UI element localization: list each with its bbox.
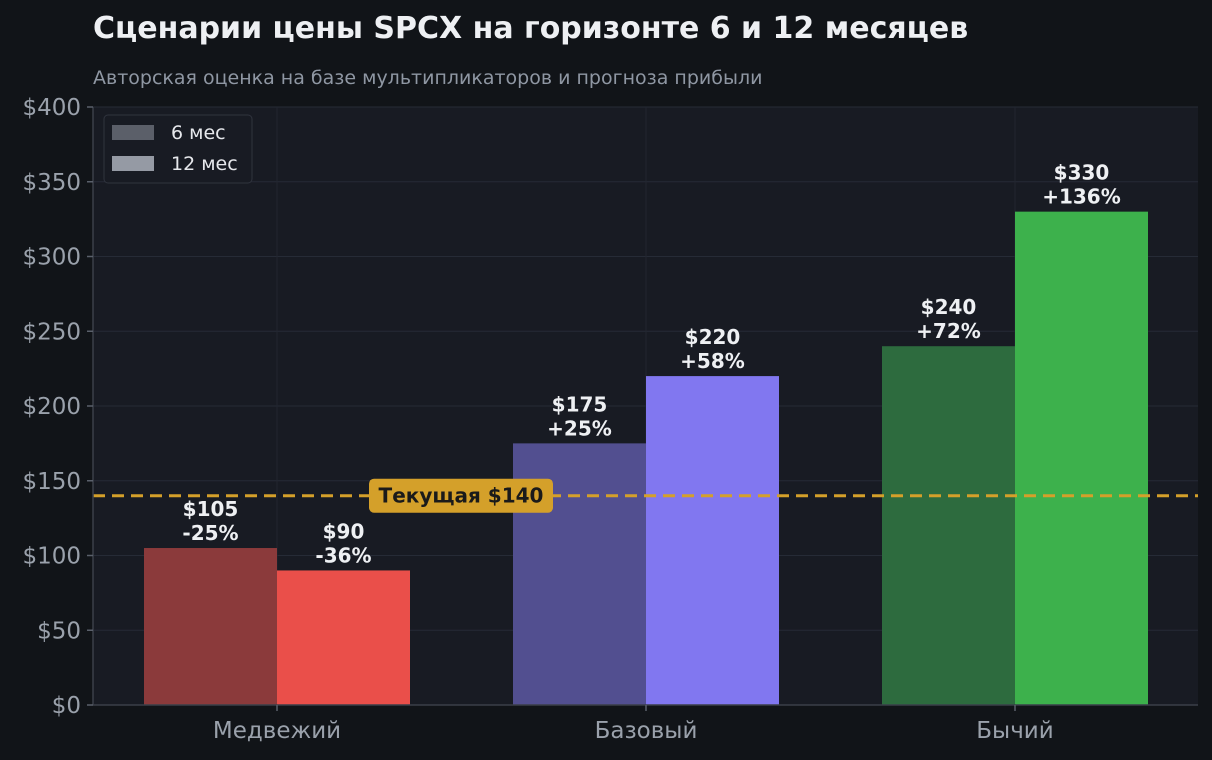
data-label: $90 -36% <box>315 519 371 567</box>
y-tick-label: $0 <box>52 693 81 719</box>
data-label-change: +58% <box>680 349 745 373</box>
data-label: $105 -25% <box>182 497 238 545</box>
bar <box>144 548 277 705</box>
bars <box>144 211 1148 705</box>
reference-label: Текущая $140 <box>379 484 544 508</box>
data-label-price: $330 <box>1054 161 1110 185</box>
data-label-change: -36% <box>315 543 371 567</box>
data-label-change: +136% <box>1042 185 1121 209</box>
axes: $0 $50 $100 $150 $200 $250 $300 $350 $400 Медвежи… <box>22 95 1198 744</box>
legend-label: 12 мес <box>171 153 238 175</box>
x-tick-label: Медвежий <box>213 718 341 744</box>
data-label-price: $220 <box>685 325 741 349</box>
y-tick-label: $350 <box>22 170 81 196</box>
chart-title: Сценарии цены SPCX на горизонте 6 и 12 м… <box>93 11 968 46</box>
bar <box>882 346 1015 705</box>
data-labels: $105 -25%$175 +25%$240 +72%$90 -36%$220 +58%$… <box>182 161 1120 568</box>
x-tick-label: Бычий <box>976 718 1053 744</box>
data-label-price: $175 <box>552 392 608 416</box>
legend-swatch <box>112 156 154 171</box>
y-tick-label: $400 <box>22 95 81 121</box>
bar <box>277 570 410 705</box>
bar <box>1015 211 1148 705</box>
legend-swatch <box>112 125 154 140</box>
data-label: $220 +58% <box>680 325 745 373</box>
y-tick-label: $50 <box>37 618 81 644</box>
data-label-price: $240 <box>921 295 977 319</box>
data-label-change: +25% <box>547 416 612 440</box>
y-tick-label: $100 <box>22 544 81 570</box>
bar <box>646 376 779 705</box>
reference-line-group: Текущая $140 <box>93 478 1198 513</box>
reference-label-box <box>369 478 553 513</box>
y-tick-label: $300 <box>22 245 81 271</box>
data-label: $330 +136% <box>1042 161 1121 209</box>
chart-subtitle: Авторская оценка на базе мультипликаторо… <box>93 67 762 89</box>
y-tick-label: $250 <box>22 319 81 345</box>
y-tick-label: $200 <box>22 394 81 420</box>
data-label: $240 +72% <box>916 295 981 343</box>
y-tick-label: $150 <box>22 469 81 495</box>
legend: 6 мес 12 мес <box>103 114 253 184</box>
data-label-change: -25% <box>182 521 238 545</box>
data-label: $175 +25% <box>547 392 612 440</box>
data-label-price: $90 <box>323 519 365 543</box>
legend-label: 6 мес <box>171 122 226 144</box>
data-label-price: $105 <box>183 497 239 521</box>
data-label-change: +72% <box>916 319 981 343</box>
x-tick-label: Базовый <box>595 718 698 744</box>
